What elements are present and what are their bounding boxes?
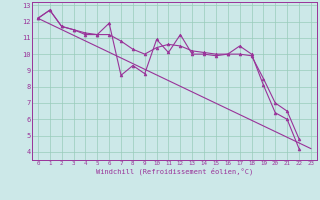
X-axis label: Windchill (Refroidissement éolien,°C): Windchill (Refroidissement éolien,°C)	[96, 168, 253, 175]
